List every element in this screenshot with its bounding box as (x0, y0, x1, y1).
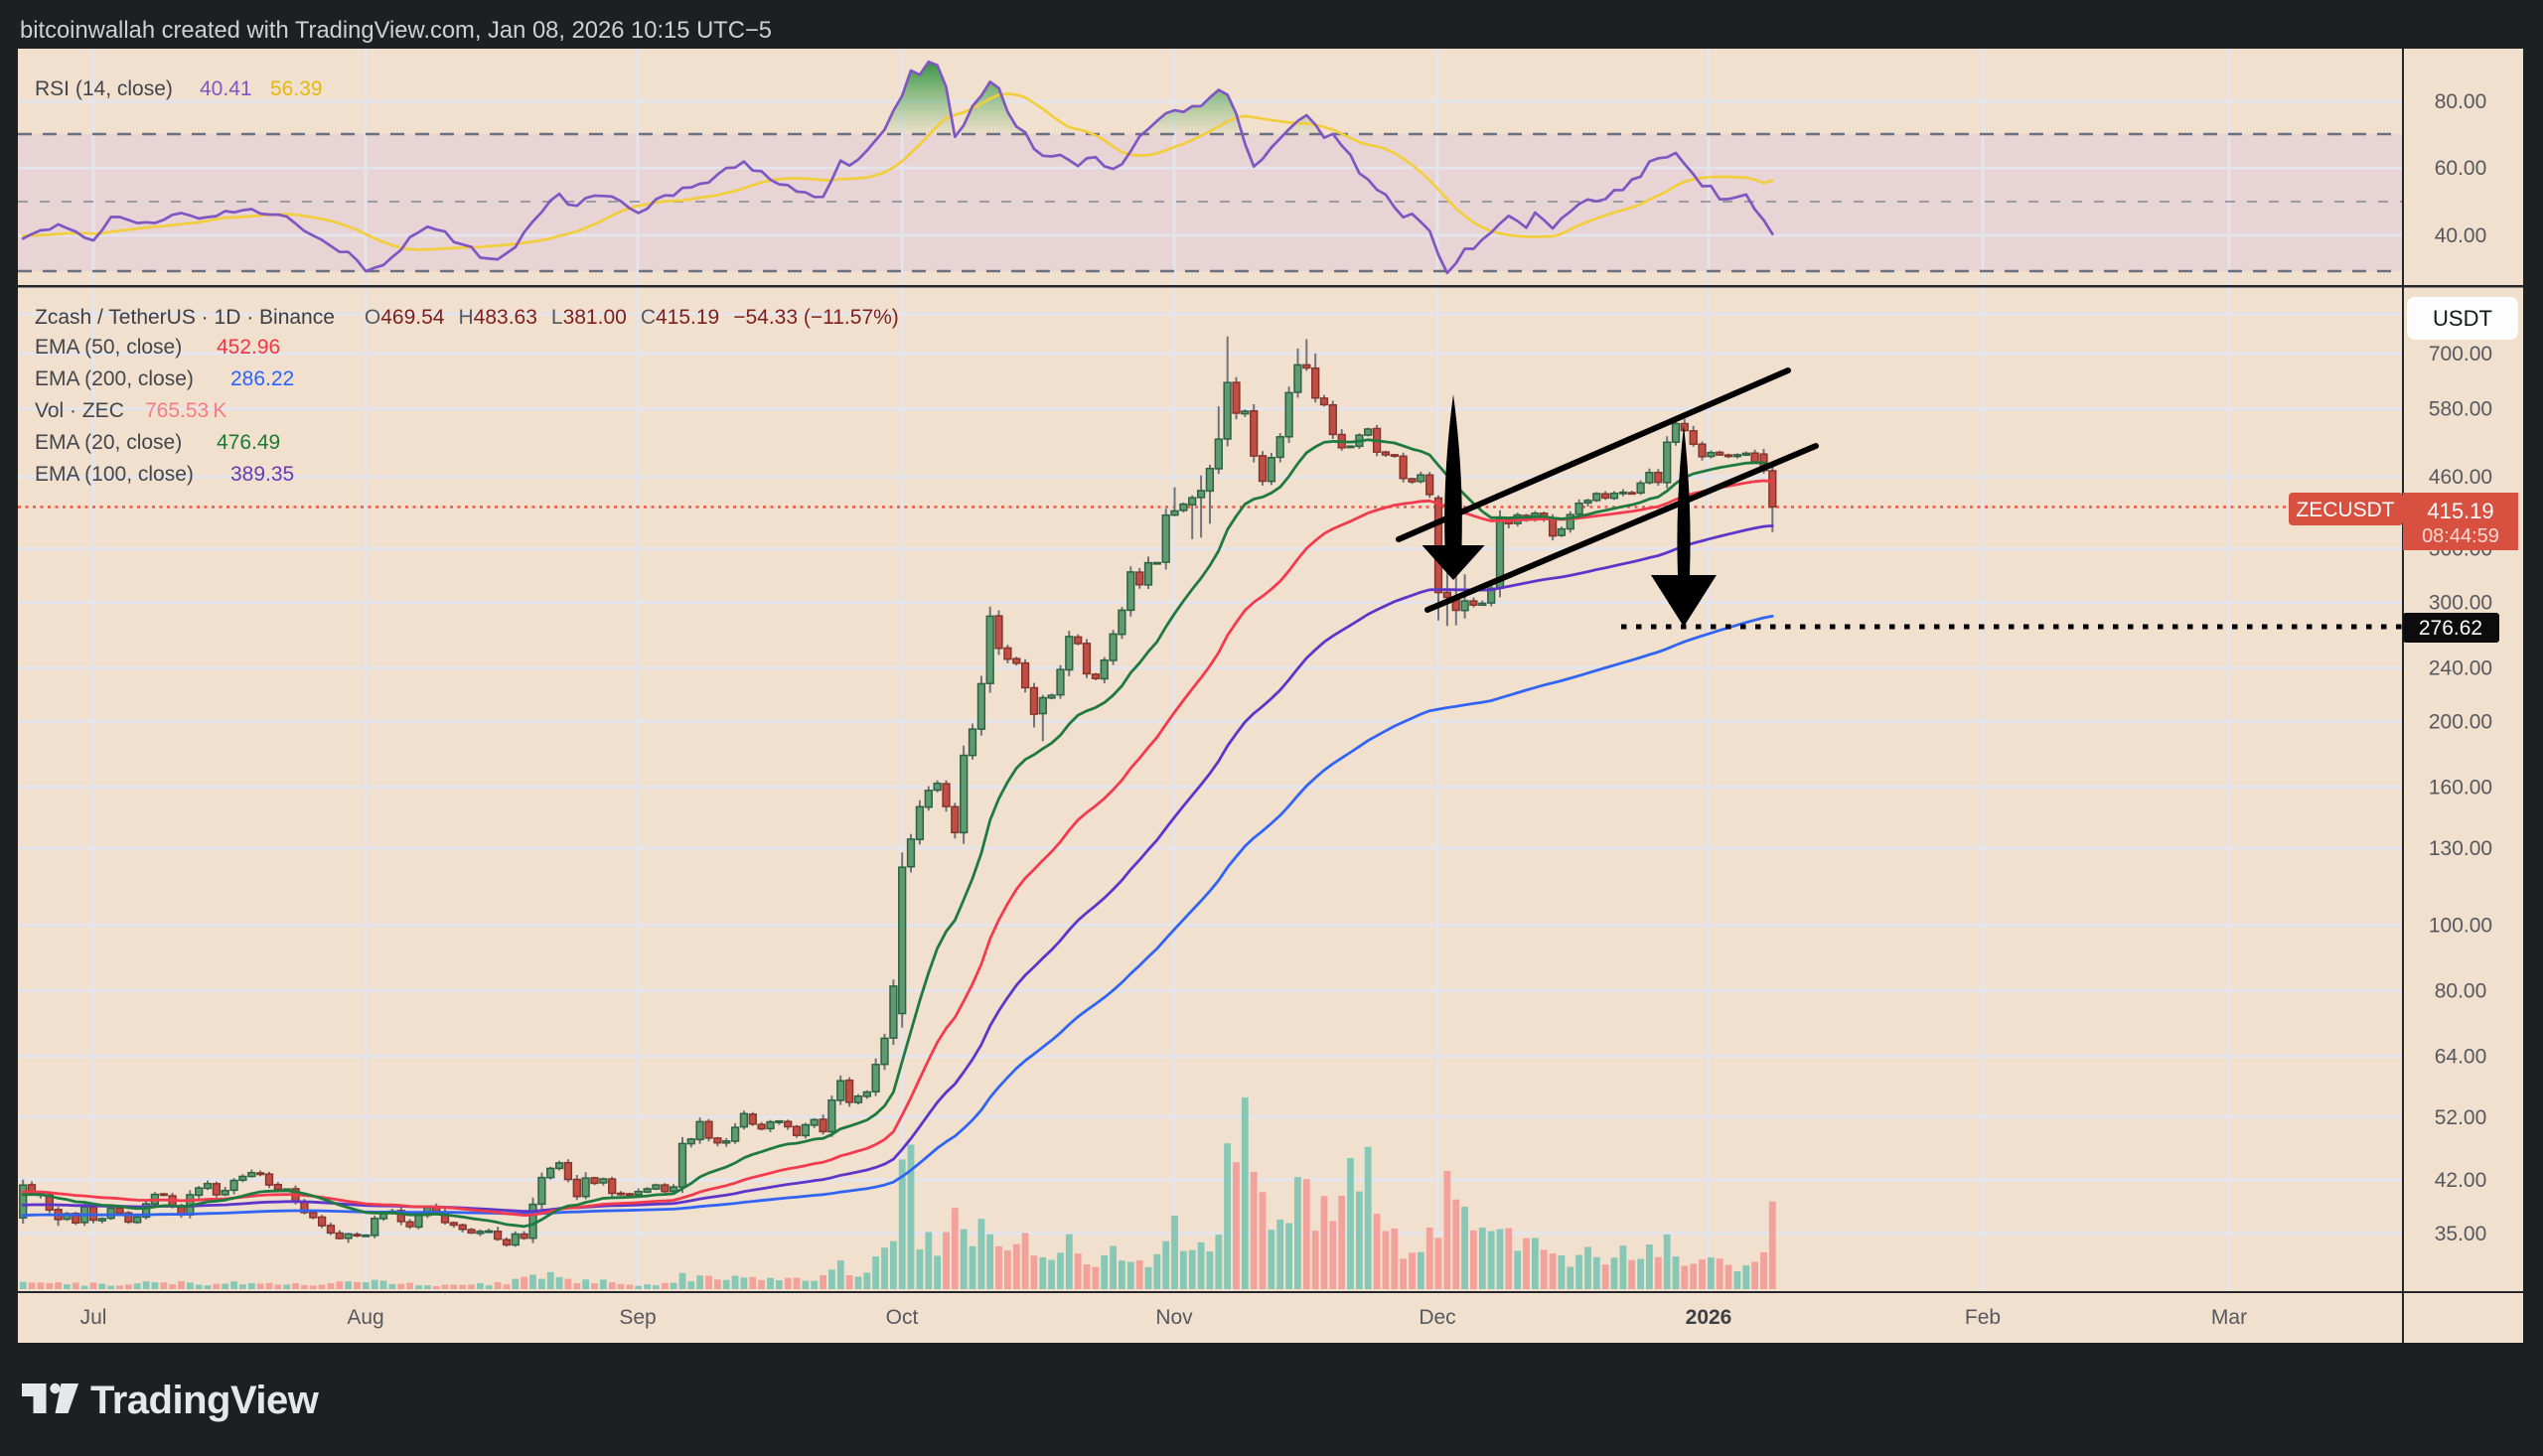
svg-text:476.49: 476.49 (217, 431, 280, 454)
svg-text:2026: 2026 (1686, 1306, 1732, 1329)
svg-text:42.00: 42.00 (2435, 1169, 2487, 1192)
svg-text:Sep: Sep (619, 1306, 656, 1329)
svg-text:EMA (200, close): EMA (200, close) (35, 367, 194, 390)
svg-text:452.96: 452.96 (217, 336, 280, 359)
svg-text:USDT: USDT (2433, 306, 2492, 331)
svg-text:Dec: Dec (1419, 1306, 1455, 1329)
svg-text:60.00: 60.00 (2435, 157, 2487, 180)
svg-text:415.19: 415.19 (2427, 499, 2493, 523)
svg-text:bitcoinwallah created with Tra: bitcoinwallah created with TradingView.c… (20, 17, 772, 44)
svg-text:40.41: 40.41 (200, 77, 252, 100)
svg-text:Oct: Oct (886, 1306, 919, 1329)
svg-text:Feb: Feb (1965, 1306, 2001, 1329)
svg-text:765.53 K: 765.53 K (145, 399, 226, 422)
svg-text:64.00: 64.00 (2435, 1045, 2487, 1068)
svg-text:240.00: 240.00 (2429, 657, 2492, 680)
svg-text:TradingView: TradingView (90, 1379, 320, 1422)
svg-text:RSI (14, close): RSI (14, close) (35, 77, 173, 100)
svg-text:56.39: 56.39 (270, 77, 323, 100)
svg-text:EMA (100, close): EMA (100, close) (35, 463, 194, 486)
svg-text:160.00: 160.00 (2429, 776, 2492, 799)
svg-text:Jul: Jul (80, 1306, 107, 1329)
svg-text:80.00: 80.00 (2435, 90, 2487, 113)
svg-text:130.00: 130.00 (2429, 837, 2492, 860)
svg-text:Aug: Aug (347, 1306, 383, 1329)
svg-text:286.22: 286.22 (230, 367, 294, 390)
svg-text:40.00: 40.00 (2435, 224, 2487, 247)
svg-text:276.62: 276.62 (2419, 617, 2482, 640)
svg-text:35.00: 35.00 (2435, 1223, 2487, 1245)
svg-text:300.00: 300.00 (2429, 592, 2492, 615)
svg-text:Nov: Nov (1155, 1306, 1193, 1329)
svg-text:08:44:59: 08:44:59 (2422, 525, 2499, 547)
svg-text:EMA (20, close): EMA (20, close) (35, 431, 182, 454)
svg-text:460.00: 460.00 (2429, 466, 2492, 489)
svg-text:EMA (50, close): EMA (50, close) (35, 336, 182, 359)
svg-text:Vol · ZEC: Vol · ZEC (35, 399, 124, 422)
svg-text:700.00: 700.00 (2429, 343, 2492, 365)
svg-text:580.00: 580.00 (2429, 398, 2492, 421)
svg-text:80.00: 80.00 (2435, 979, 2487, 1002)
svg-text:Zcash / TetherUS · 1D · Binanc: Zcash / TetherUS · 1D · Binance O469.54 H4… (35, 306, 899, 329)
svg-text:ZECUSDT: ZECUSDT (2296, 499, 2394, 521)
svg-text:200.00: 200.00 (2429, 710, 2492, 733)
svg-text:Mar: Mar (2211, 1306, 2247, 1329)
svg-text:389.35: 389.35 (230, 463, 294, 486)
svg-text:100.00: 100.00 (2429, 914, 2492, 937)
svg-text:52.00: 52.00 (2435, 1106, 2487, 1129)
